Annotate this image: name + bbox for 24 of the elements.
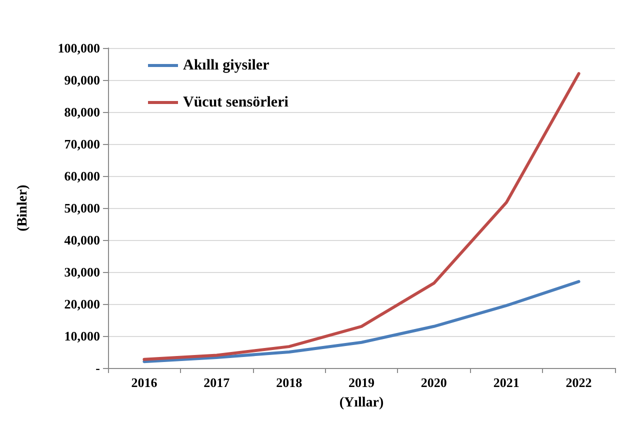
y-tick-label: 90,000 xyxy=(64,72,100,88)
y-axis-title: (Binler) xyxy=(16,184,30,232)
y-tick-label: 100,000 xyxy=(58,40,100,56)
x-tick-label: 2017 xyxy=(204,375,230,390)
legend-label: Akıllı giysiler xyxy=(183,58,270,74)
x-tick-label: 2019 xyxy=(348,375,375,390)
line-series xyxy=(142,72,580,361)
y-tick-label: 30,000 xyxy=(64,264,100,280)
y-tick-label: - xyxy=(96,360,100,376)
x-axis-title: (Yıllar) xyxy=(339,396,384,410)
x-tick-label: 2016 xyxy=(131,375,158,390)
y-tick-label: 80,000 xyxy=(64,104,100,120)
x-tick-label: 2018 xyxy=(276,375,303,390)
line-series xyxy=(142,280,580,364)
x-tick-label: 2021 xyxy=(493,375,520,390)
y-tick-label: 10,000 xyxy=(64,328,100,344)
y-tick-label: 50,000 xyxy=(64,200,100,216)
y-tick-label: 20,000 xyxy=(64,296,100,312)
y-tick-label: 70,000 xyxy=(64,136,100,152)
y-tick-label: 40,000 xyxy=(64,232,100,248)
y-tick-label: 60,000 xyxy=(64,168,100,184)
x-tick-label: 2020 xyxy=(420,375,447,390)
x-tick-label: 2022 xyxy=(566,375,592,390)
legend-label: Vücut sensörleri xyxy=(183,94,288,110)
